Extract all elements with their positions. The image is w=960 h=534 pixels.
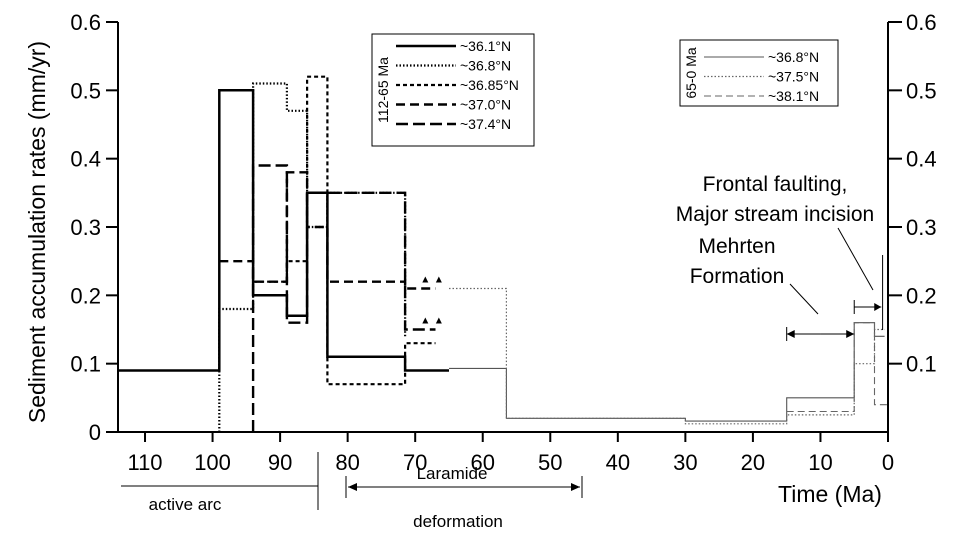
legend-112-65-box	[371, 33, 535, 147]
legend-65-0-label-2: ~37.5°N	[768, 69, 819, 85]
annotation-mehrten-line2: Formation	[690, 265, 785, 288]
y-tick-label-left: 0.5	[70, 78, 101, 103]
y-tick-label-right: 0.4	[906, 147, 937, 172]
x-tick-label: 60	[470, 450, 494, 475]
series-line-2	[218, 82, 407, 432]
x-tick-label: 30	[673, 450, 697, 475]
y-axis-title: Sediment accumulation rates (mm/yr)	[24, 41, 50, 423]
y-tick-label-right: 0.6	[906, 10, 937, 35]
legend-65-0-label-1: ~36.8°N	[768, 49, 819, 65]
y-tick-label-left: 0	[89, 420, 101, 445]
y-tick-label-right: 0.5	[906, 78, 937, 103]
x-tick-label: 10	[808, 450, 832, 475]
annotation-mehrten-line1: Mehrten	[698, 235, 775, 258]
series-line-8	[786, 322, 888, 413]
active-arc-label: active arc	[149, 495, 222, 514]
x-tick-label: 40	[606, 450, 630, 475]
x-tick-label: 50	[538, 450, 562, 475]
mehrten-leader	[789, 283, 819, 315]
mehrten-arrowhead	[786, 330, 795, 338]
series-line-1	[118, 89, 449, 372]
y-tick-label-left: 0.1	[70, 352, 101, 377]
laramide-label-line1: Laramide	[417, 464, 488, 483]
x-tick-label: 80	[335, 450, 359, 475]
legend-112-65-title: 112-65 Ma	[375, 57, 391, 123]
legend-112-65-label-2: ~36.8°N	[460, 58, 511, 74]
y-tick-label-left: 0.3	[70, 215, 101, 240]
x-tick-label: 100	[194, 450, 231, 475]
series-line-5	[251, 164, 436, 432]
legend-65-0-box	[679, 39, 839, 107]
x-tick-label: 70	[403, 450, 427, 475]
laramide-arrowhead-left	[348, 483, 357, 491]
min-estimate-marker	[422, 276, 429, 283]
x-tick-label: 90	[268, 450, 292, 475]
y-tick-label-left: 0.4	[70, 147, 101, 172]
laramide-label-line2: deformation	[413, 512, 503, 531]
legend-65-0-label-3: ~38.1°N	[768, 88, 819, 104]
legend-65-0-title: 65-0 Ma	[683, 47, 699, 99]
series-layer	[118, 75, 888, 432]
x-tick-label: 110	[127, 450, 162, 475]
y-tick-label-left: 0.6	[70, 10, 101, 35]
x-axis-title: Time (Ma)	[778, 481, 882, 507]
legend-112-65-label-4: ~37.0°N	[460, 97, 511, 113]
y-tick-label-right: 0.2	[906, 283, 937, 308]
y-tick-label-left: 0.2	[70, 283, 101, 308]
mehrten-arrowhead-right	[846, 330, 855, 338]
legend-112-65-label-5: ~37.4°N	[460, 116, 511, 132]
annotations: Frontal faulting, Major stream incision Me…	[121, 173, 884, 531]
annotation-frontal-line1: Frontal faulting,	[703, 173, 848, 196]
legends: 112-65 Ma ~36.1°N ~36.8°N ~36.85°N ~37.0°N ~3…	[371, 33, 839, 147]
y-tick-label-right: 0.1	[906, 352, 937, 377]
x-tick-label: 20	[741, 450, 765, 475]
annotation-frontal-line2: Major stream incision	[676, 203, 874, 226]
legend-112-65-label-3: ~36.85°N	[460, 77, 519, 93]
y-tick-label-right: 0.3	[906, 215, 937, 240]
min-estimate-marker	[435, 317, 442, 324]
x-tick-label: 0	[882, 450, 894, 475]
frontal-arrowhead	[874, 303, 882, 311]
frontal-leader	[837, 227, 874, 291]
legend-112-65-label-1: ~36.1°N	[460, 38, 511, 54]
min-estimate-marker	[422, 317, 429, 324]
min-estimate-marker	[435, 276, 442, 283]
series-line-7	[449, 287, 885, 425]
axes: 110 100 90 80 70 60 50 40 30 20 10 000.10.20.30.40.…	[70, 10, 936, 475]
series-line-6	[449, 322, 885, 422]
laramide-arrowhead-right	[571, 483, 580, 491]
